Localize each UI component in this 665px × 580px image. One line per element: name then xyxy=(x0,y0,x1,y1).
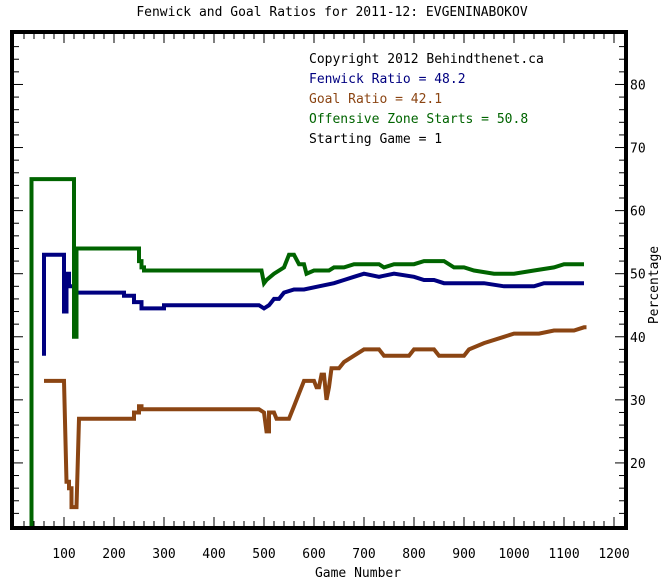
series-line-0 xyxy=(42,252,584,356)
series-line-2 xyxy=(29,177,584,526)
x-tick-label: 900 xyxy=(452,547,475,562)
x-tick-label: 700 xyxy=(352,547,375,562)
chart-title: Fenwick and Goal Ratios for 2011-12: EVG… xyxy=(136,5,528,20)
annotation-line: Offensive Zone Starts = 50.8 xyxy=(309,112,528,127)
annotation-line: Fenwick Ratio = 48.2 xyxy=(309,72,466,87)
x-tick-label: 200 xyxy=(102,547,125,562)
x-tick-label: 800 xyxy=(402,547,425,562)
y-tick-label: 30 xyxy=(630,394,646,409)
axis-ticks xyxy=(14,34,624,526)
x-tick-label: 1000 xyxy=(498,547,529,562)
x-tick-label: 300 xyxy=(152,547,175,562)
y-tick-label: 70 xyxy=(630,142,646,157)
annotation-line: Copyright 2012 Behindthenet.ca xyxy=(309,52,544,67)
x-tick-label: 500 xyxy=(252,547,275,562)
x-tick-label: 600 xyxy=(302,547,325,562)
y-tick-labels: 20 30 40 50 60 70 80 xyxy=(630,78,646,471)
y-tick-label: 40 xyxy=(630,331,646,346)
plot-area xyxy=(10,30,628,530)
x-tick-labels: 100 200 300 400 500 600 700 800 900 1000 1100 1200 xyxy=(52,547,629,562)
x-tick-label: 400 xyxy=(202,547,225,562)
x-axis-label: Game Number xyxy=(315,566,401,580)
y-axis-label: Percentage xyxy=(647,246,662,324)
x-tick-label: 1200 xyxy=(598,547,629,562)
y-tick-label: 20 xyxy=(630,457,646,472)
legend-annotations: Copyright 2012 Behindthenet.ca Fenwick Ra… xyxy=(309,52,544,147)
series-layer xyxy=(29,177,587,526)
series-line-1 xyxy=(44,325,587,510)
y-tick-label: 60 xyxy=(630,205,646,220)
x-tick-label: 100 xyxy=(52,547,75,562)
x-tick-label: 1100 xyxy=(548,547,579,562)
y-tick-label: 80 xyxy=(630,78,646,93)
annotation-line: Starting Game = 1 xyxy=(309,132,442,147)
y-tick-label: 50 xyxy=(630,268,646,283)
annotation-line: Goal Ratio = 42.1 xyxy=(309,92,442,107)
